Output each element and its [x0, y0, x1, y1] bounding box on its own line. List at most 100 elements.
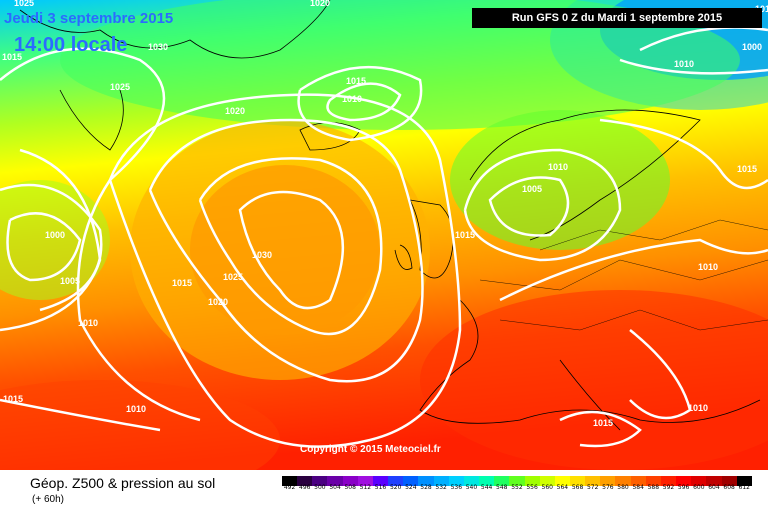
- scale-value: 600: [693, 484, 705, 491]
- scale-swatch: [539, 476, 555, 486]
- pressure-label: 1010: [698, 262, 718, 272]
- forecast-date: Jeudi 3 septembre 2015: [4, 10, 174, 27]
- pressure-label: 1010: [78, 318, 98, 328]
- mediterranean-warm: [420, 290, 768, 470]
- isobar-1010-west: [0, 148, 102, 332]
- scale-value: 516: [374, 484, 387, 491]
- italy-coast: [559, 359, 621, 431]
- run-info: Run GFS 0 Z du Mardi 1 septembre 2015: [472, 8, 762, 28]
- isobar-1020: [148, 118, 424, 383]
- pressure-label: 1005: [522, 184, 542, 194]
- isobar-1025-west: [0, 47, 201, 422]
- southwest-warm: [0, 380, 280, 470]
- pressure-label: 1010: [126, 404, 146, 414]
- scale-value: 552: [511, 484, 523, 491]
- scandinavia-coast: [469, 109, 701, 241]
- greenland-coast: [19, 0, 331, 59]
- scale-swatch: [433, 476, 449, 486]
- pressure-label: 1015: [346, 76, 366, 86]
- isobar-1015-iceland: [297, 65, 423, 142]
- legend-panel: Géop. Z500 & pression au sol (+ 60h) 492…: [0, 470, 768, 512]
- scale-swatch: [706, 476, 722, 486]
- color-scale: [282, 476, 752, 486]
- scale-swatch: [630, 476, 646, 486]
- scale-swatch: [600, 476, 616, 486]
- scale-value: 584: [632, 484, 644, 491]
- scale-swatch: [509, 476, 525, 486]
- copyright-text: Copyright © 2015 Meteociel.fr: [300, 444, 441, 455]
- scale-swatch: [342, 476, 358, 486]
- scale-value: 544: [480, 484, 493, 491]
- isobar-1005: [0, 183, 103, 312]
- isobar-1015-sw: [0, 398, 161, 432]
- pressure-label: 1030: [252, 250, 272, 260]
- isobar-1010-ne: [619, 58, 768, 75]
- border-2: [499, 309, 768, 331]
- scale-value: 580: [617, 484, 629, 491]
- scale-value: 564: [556, 484, 569, 491]
- green-zone: [60, 0, 740, 130]
- isobar-1005-scand: [488, 176, 570, 237]
- isobar-1015: [108, 93, 462, 448]
- scale-swatch: [297, 476, 313, 486]
- pressure-label: 1000: [45, 230, 65, 240]
- pressure-label: 1025: [14, 0, 34, 8]
- scale-value: 596: [677, 484, 690, 491]
- scale-swatch: [676, 476, 692, 486]
- border-3: [539, 219, 768, 251]
- border-1: [479, 259, 768, 291]
- scale-value: 520: [389, 484, 402, 491]
- pressure-label: 1000: [742, 42, 762, 52]
- scale-value: 612: [738, 484, 750, 491]
- scale-swatch: [524, 476, 540, 486]
- scale-swatch: [357, 476, 373, 486]
- scale-swatch: [645, 476, 661, 486]
- iceland-coast: [299, 122, 361, 151]
- pressure-label: 1025: [223, 272, 243, 282]
- pressure-label: 1015: [2, 52, 22, 62]
- isobar-1015-med: [559, 410, 642, 448]
- scale-swatch: [494, 476, 510, 486]
- greenland-tip: [59, 89, 124, 151]
- scale-value: 532: [435, 484, 447, 491]
- scale-value: 528: [420, 484, 432, 491]
- scale-value: 608: [723, 484, 735, 491]
- pressure-label: 1025: [110, 82, 130, 92]
- scale-swatch: [282, 476, 298, 486]
- scale-value: 536: [450, 484, 463, 491]
- scale-swatch: [479, 476, 495, 486]
- pressure-label: 1010: [548, 162, 568, 172]
- scale-value: 592: [662, 484, 675, 491]
- scale-value: 576: [602, 484, 614, 491]
- scale-swatch: [327, 476, 343, 486]
- pressure-label: 1020: [310, 0, 330, 8]
- scale-swatch: [721, 476, 737, 486]
- scale-swatch: [418, 476, 434, 486]
- isobar-1010-scand: [463, 148, 622, 262]
- pressure-labels: 1025 1020 1030 1025 1020 1015 1010 1005 …: [2, 0, 768, 428]
- isobar-1010-central: [499, 238, 768, 302]
- pressure-label: 1030: [148, 42, 168, 52]
- scale-value: 504: [329, 484, 341, 491]
- pressure-label: 1015: [593, 418, 613, 428]
- isobar-1025: [198, 157, 383, 336]
- color-scale-labels: 492 496 500 504 508 512 516 520 524 528 532 536 540 5…: [282, 484, 752, 494]
- isobars: [0, 26, 768, 448]
- pressure-label: 1020: [208, 297, 228, 307]
- scale-value: 572: [586, 484, 599, 491]
- scale-swatch: [388, 476, 404, 486]
- scale-value: 512: [359, 484, 372, 491]
- scale-swatch: [403, 476, 419, 486]
- ireland-coast: [394, 244, 413, 270]
- scale-swatch: [615, 476, 631, 486]
- pressure-label: 1015: [3, 394, 23, 404]
- pressure-label: 1015: [737, 164, 757, 174]
- forecast-time: 14:00 locale: [14, 34, 128, 56]
- isobar-1010-iceland: [326, 82, 402, 122]
- scale-swatch: [585, 476, 601, 486]
- scale-swatch: [372, 476, 389, 486]
- scale-value: 548: [496, 484, 508, 491]
- scale-swatch: [569, 476, 586, 486]
- scale-swatch: [463, 476, 480, 486]
